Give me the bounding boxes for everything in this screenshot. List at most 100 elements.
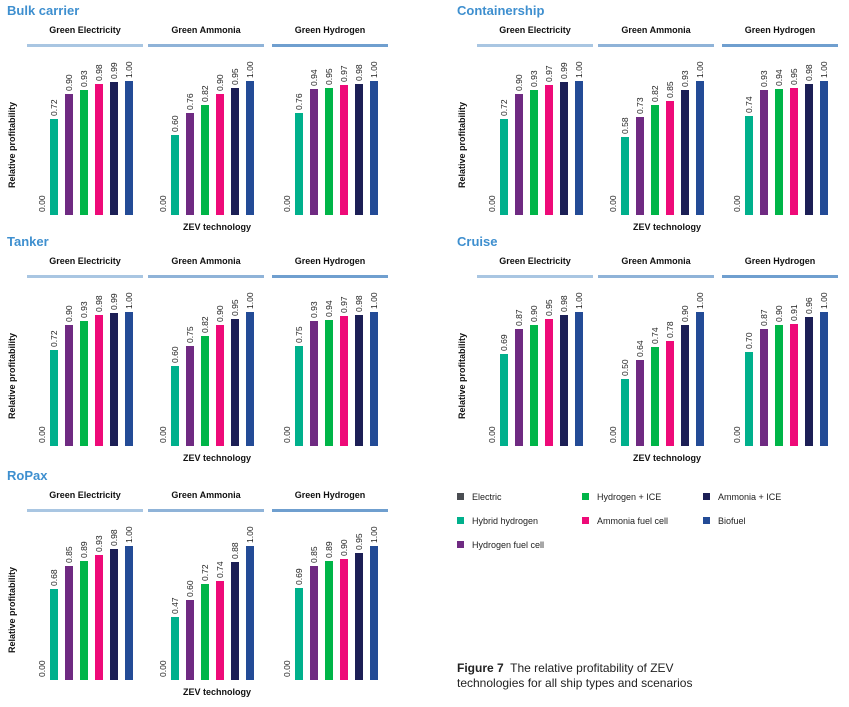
data-label: 0.82 [200, 316, 210, 334]
legend-label: Hydrogen fuel cell [472, 540, 545, 550]
bar-hybrid-hydrogen [50, 349, 58, 446]
data-label: 0.90 [339, 539, 349, 557]
bar-hydrogen-fuel-cell [186, 113, 194, 215]
bar-ammonia-fuel-cell [95, 83, 103, 215]
ship-title: Containership [457, 3, 545, 18]
bar-biofuel [125, 81, 133, 215]
bar-hydrogen-fuel-cell [310, 321, 318, 446]
data-label: 0.98 [804, 64, 814, 81]
ship-title: Cruise [457, 234, 498, 249]
bar-hydrogen-ice [201, 105, 209, 215]
scenario-header-line [272, 509, 388, 512]
scenario-panel: Green Ammonia 0.00 0.50 0.64 0.74 0.78 0.90 1.0… [598, 256, 714, 456]
bar-ammonia-fuel-cell [95, 555, 103, 680]
legend-swatch [703, 517, 710, 524]
bar-ammonia-ice [681, 90, 689, 215]
data-label: 0.85 [309, 546, 319, 564]
data-label: 0.72 [49, 98, 59, 116]
scenario-header-line [598, 275, 714, 278]
data-label: 0.95 [230, 299, 240, 316]
scenario-title: Green Electricity [499, 25, 571, 35]
data-label: 0.90 [64, 305, 74, 323]
data-label: 0.99 [109, 62, 119, 80]
bar-hydrogen-fuel-cell [636, 360, 644, 446]
scenario-panel: Green Electricity 0.00 0.72 0.90 0.93 0.97 0.9… [477, 25, 593, 225]
data-label: 0.00 [487, 195, 497, 212]
data-label: 0.99 [559, 62, 569, 80]
data-label: 0.95 [789, 68, 799, 85]
data-label: 0.94 [324, 300, 334, 318]
data-label: 0.93 [79, 70, 89, 88]
data-label: 0.00 [282, 195, 292, 212]
data-label: 1.00 [369, 61, 379, 78]
bar-hybrid-hydrogen [745, 352, 753, 446]
ship-title: RoPax [7, 468, 48, 483]
bar-hydrogen-fuel-cell [760, 90, 768, 215]
data-label: 0.00 [282, 660, 292, 677]
data-label: 1.00 [369, 526, 379, 543]
data-label: 0.00 [282, 426, 292, 443]
bar-hybrid-hydrogen [171, 617, 179, 680]
x-axis-label: ZEV technology [183, 687, 252, 697]
data-label: 0.64 [635, 340, 645, 358]
bar-ammonia-ice [355, 552, 363, 680]
bar-hybrid-hydrogen [50, 118, 58, 215]
data-label: 0.93 [79, 301, 89, 319]
y-axis-label: Relative profitability [7, 101, 17, 189]
bar-ammonia-fuel-cell [545, 85, 553, 215]
bar-ammonia-ice [231, 318, 239, 446]
bar-hydrogen-fuel-cell [310, 89, 318, 215]
caption-label: Figure 7 [457, 661, 504, 675]
legend-item: Hydrogen + ICE [582, 492, 661, 502]
figure-caption: Figure 7 The relative profitability of Z… [457, 661, 717, 691]
data-label: 0.87 [514, 309, 524, 327]
data-label: 0.73 [635, 97, 645, 115]
bar-hydrogen-fuel-cell [186, 345, 194, 446]
data-label: 0.00 [158, 426, 168, 443]
data-label: 0.00 [37, 195, 47, 212]
legend-item: Ammonia + ICE [703, 492, 781, 502]
bar-ammonia-ice [560, 82, 568, 215]
data-label: 0.76 [294, 93, 304, 111]
data-label: 0.95 [230, 68, 240, 85]
bar-biofuel [575, 312, 583, 446]
y-axis-label: Relative profitability [7, 332, 17, 420]
bar-hydrogen-fuel-cell [65, 325, 73, 446]
bar-ammonia-ice [110, 82, 118, 215]
ship-chart-cruise: Cruise Relative profitability ZEV technolo… [450, 231, 849, 466]
data-label: 0.00 [158, 660, 168, 677]
bar-hybrid-hydrogen [50, 588, 58, 680]
bar-biofuel [370, 546, 378, 680]
legend-label: Hydrogen + ICE [597, 492, 662, 502]
x-axis-label: ZEV technology [633, 222, 702, 232]
scenario-header-line [722, 275, 838, 278]
bar-biofuel [125, 312, 133, 446]
data-label: 1.00 [574, 61, 584, 78]
bar-hydrogen-ice [530, 325, 538, 446]
data-label: 0.98 [354, 295, 364, 312]
data-label: 0.74 [744, 96, 754, 113]
data-label: 0.85 [64, 546, 74, 564]
data-label: 0.95 [324, 68, 334, 85]
data-label: 0.95 [544, 299, 554, 316]
data-label: 0.58 [620, 117, 630, 135]
ship-chart-bulk-carrier: Bulk carrier Relative profitability ZEV te… [0, 0, 420, 235]
data-label: 0.60 [170, 115, 180, 132]
bar-hydrogen-fuel-cell [186, 599, 194, 680]
data-label: 0.98 [109, 529, 119, 546]
bar-hydrogen-fuel-cell [310, 566, 318, 680]
data-label: 0.94 [309, 69, 319, 87]
bar-hydrogen-ice [530, 90, 538, 215]
data-label: 0.93 [759, 70, 769, 88]
data-label: 0.85 [665, 81, 675, 99]
scenario-header-line [148, 275, 264, 278]
bar-ammonia-ice [231, 562, 239, 680]
ship-chart-containership: Containership Relative profitability ZEV t… [450, 0, 849, 235]
bar-hybrid-hydrogen [621, 137, 629, 215]
bar-ammonia-fuel-cell [790, 324, 798, 446]
scenario-title: Green Ammonia [171, 25, 241, 35]
legend-swatch [457, 493, 464, 500]
caption-text: The relative profitability of ZEV techno… [457, 661, 693, 690]
data-label: 0.82 [200, 85, 210, 103]
scenario-header-line [27, 275, 143, 278]
